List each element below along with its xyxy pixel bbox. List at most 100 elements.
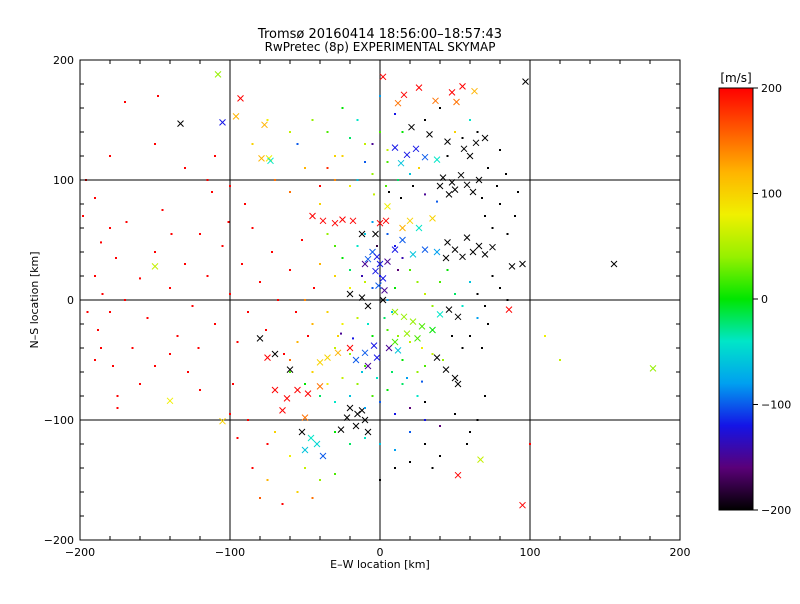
data-point-dot bbox=[499, 149, 501, 151]
data-point-x bbox=[313, 440, 321, 448]
data-point-x bbox=[436, 311, 444, 318]
data-point-x bbox=[271, 386, 279, 394]
data-point-dot bbox=[379, 131, 381, 133]
data-point-x bbox=[451, 374, 459, 382]
y-tick-label: −100 bbox=[44, 414, 74, 427]
data-point-x bbox=[414, 335, 421, 342]
data-point-x bbox=[307, 434, 315, 442]
data-point-dot bbox=[334, 473, 336, 475]
data-point-dot bbox=[304, 299, 306, 301]
data-point-x bbox=[279, 407, 286, 414]
data-point-x bbox=[361, 416, 369, 424]
data-point-dot bbox=[349, 269, 351, 271]
data-point-dot bbox=[364, 143, 366, 145]
data-point-x bbox=[301, 414, 309, 421]
data-point-dot bbox=[439, 107, 441, 109]
data-point-dot bbox=[187, 371, 189, 373]
data-point-dot bbox=[266, 119, 269, 121]
data-point-x bbox=[429, 326, 436, 334]
data-point-dot bbox=[406, 377, 408, 379]
data-point-dot bbox=[386, 329, 389, 331]
data-point-dot bbox=[101, 293, 104, 295]
data-point-dot bbox=[476, 131, 479, 133]
data-point-dot bbox=[326, 311, 329, 313]
data-point-dot bbox=[289, 455, 291, 457]
data-point-dot bbox=[446, 269, 449, 271]
data-point-dot bbox=[442, 359, 444, 361]
data-point-dot bbox=[311, 119, 314, 121]
data-point-x bbox=[522, 78, 529, 85]
data-point-x bbox=[649, 365, 657, 372]
data-point-x bbox=[316, 383, 324, 390]
data-point-x bbox=[415, 84, 423, 91]
data-point-dot bbox=[469, 281, 471, 283]
data-point-dot bbox=[116, 407, 119, 409]
data-point-dot bbox=[361, 371, 363, 373]
data-point-x bbox=[384, 203, 391, 210]
data-point-x bbox=[433, 248, 441, 256]
data-point-dot bbox=[337, 335, 339, 337]
data-point-dot bbox=[227, 221, 230, 223]
data-point-dot bbox=[364, 161, 366, 163]
data-point-dot bbox=[364, 407, 366, 409]
data-point-x bbox=[271, 350, 279, 358]
data-point-x bbox=[385, 344, 393, 352]
data-point-dot bbox=[349, 185, 351, 187]
data-point-x bbox=[439, 174, 447, 181]
data-point-dot bbox=[424, 193, 426, 196]
data-point-dot bbox=[514, 215, 516, 217]
data-point-dot bbox=[499, 287, 501, 289]
data-point-x bbox=[364, 428, 372, 436]
data-point-dot bbox=[386, 161, 389, 163]
data-point-x bbox=[364, 302, 372, 310]
data-point-dot bbox=[289, 359, 291, 361]
data-point-dot bbox=[496, 185, 498, 187]
data-point-x bbox=[261, 121, 268, 129]
data-point-dot bbox=[341, 377, 344, 379]
data-point-dot bbox=[383, 317, 386, 319]
data-point-dot bbox=[401, 257, 404, 259]
data-point-x bbox=[337, 426, 345, 433]
data-point-dot bbox=[214, 155, 216, 157]
data-point-dot bbox=[461, 137, 464, 139]
data-point-x bbox=[397, 159, 405, 167]
data-point-x bbox=[339, 216, 346, 223]
data-point-x bbox=[472, 139, 480, 147]
data-point-x bbox=[429, 215, 436, 222]
data-point-x bbox=[334, 349, 342, 357]
data-point-dot bbox=[491, 227, 494, 229]
data-point-x bbox=[267, 157, 274, 165]
data-point-x bbox=[442, 366, 450, 373]
data-point-dot bbox=[94, 359, 96, 361]
data-point-x bbox=[381, 287, 388, 294]
data-point-x bbox=[451, 186, 459, 193]
data-point-dot bbox=[361, 275, 363, 277]
data-point-x bbox=[376, 219, 384, 227]
x-tick-label: 0 bbox=[377, 546, 384, 559]
data-point-dot bbox=[341, 257, 344, 259]
data-point-dot bbox=[313, 287, 315, 289]
colorbar-label: [m/s] bbox=[720, 71, 751, 85]
data-point-dot bbox=[326, 167, 329, 169]
data-point-dot bbox=[125, 221, 128, 223]
data-point-x bbox=[214, 71, 222, 78]
data-point-dot bbox=[229, 185, 231, 187]
data-point-dot bbox=[401, 131, 404, 133]
data-point-dot bbox=[461, 305, 464, 307]
colorbar-tick-label: 200 bbox=[761, 82, 782, 95]
data-point-x bbox=[415, 224, 423, 232]
data-point-dot bbox=[385, 185, 387, 187]
data-point-dot bbox=[439, 425, 441, 427]
data-point-x bbox=[219, 417, 226, 425]
data-point-x bbox=[370, 342, 378, 349]
data-point-dot bbox=[431, 467, 434, 469]
colorbar-gradient bbox=[718, 87, 754, 511]
data-point-dot bbox=[112, 365, 114, 367]
data-point-dot bbox=[505, 173, 507, 175]
data-point-x bbox=[454, 471, 462, 479]
y-tick-label: −200 bbox=[44, 534, 74, 547]
data-point-dot bbox=[379, 275, 381, 277]
data-point-dot bbox=[401, 359, 404, 361]
data-point-x bbox=[448, 89, 456, 96]
data-point-x bbox=[379, 73, 387, 81]
